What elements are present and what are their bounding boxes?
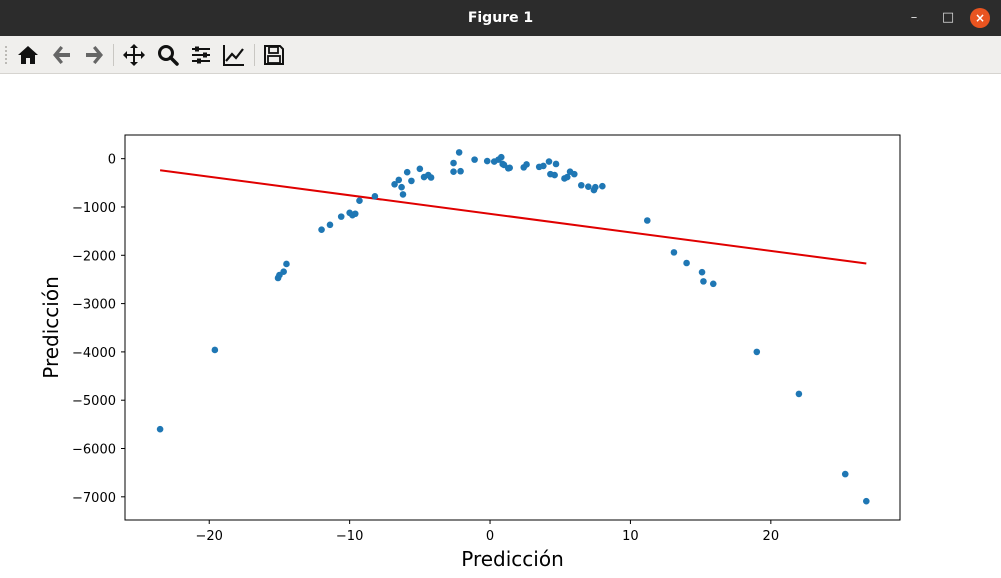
save-button[interactable] bbox=[260, 41, 288, 69]
data-point bbox=[280, 268, 287, 276]
toolbar-separator bbox=[254, 44, 255, 66]
data-point bbox=[457, 167, 464, 175]
data-point bbox=[841, 470, 849, 478]
minimize-button[interactable]: – bbox=[910, 10, 918, 25]
data-point bbox=[283, 260, 290, 268]
figure-canvas[interactable]: −20 −10 0 10 20 0 −1000 −2000 −3000 −4000 −5000 −6… bbox=[0, 74, 1001, 574]
data-point bbox=[351, 210, 359, 218]
y-tick-label: 0 bbox=[108, 153, 116, 168]
save-icon bbox=[264, 45, 284, 65]
data-point bbox=[795, 390, 803, 398]
x-tick-label: 10 bbox=[622, 529, 639, 544]
data-point bbox=[416, 165, 424, 173]
y-tick-label: −5000 bbox=[72, 394, 116, 409]
data-point bbox=[497, 153, 505, 161]
configure-subplots-button[interactable] bbox=[187, 41, 215, 69]
forward-button[interactable] bbox=[80, 41, 108, 69]
y-tick-label: −4000 bbox=[72, 346, 116, 361]
data-point bbox=[455, 149, 463, 156]
data-point bbox=[483, 157, 491, 165]
data-point bbox=[398, 183, 405, 191]
data-point bbox=[700, 278, 707, 285]
data-point bbox=[450, 168, 457, 176]
data-point bbox=[391, 180, 398, 188]
forward-icon bbox=[86, 46, 103, 64]
data-point bbox=[326, 221, 334, 229]
edit-axis-icon bbox=[223, 45, 244, 66]
close-button[interactable]: × bbox=[970, 8, 990, 28]
data-point bbox=[211, 346, 219, 354]
data-point bbox=[563, 173, 571, 181]
data-point bbox=[408, 177, 415, 185]
data-point bbox=[371, 193, 379, 200]
maximize-button[interactable]: □ bbox=[941, 10, 955, 25]
data-point bbox=[570, 170, 578, 178]
x-tick-label: −10 bbox=[336, 529, 363, 544]
configure-subplots-icon bbox=[192, 46, 210, 64]
fit-line bbox=[159, 169, 867, 265]
home-button[interactable] bbox=[14, 41, 42, 69]
data-point bbox=[506, 164, 513, 172]
edit-axis-button[interactable] bbox=[220, 41, 248, 69]
scatter-chart: −20 −10 0 10 20 0 −1000 −2000 −3000 −4000 −5000 −6… bbox=[39, 134, 901, 571]
x-axis-label: Predicción bbox=[461, 547, 564, 571]
x-axis: −20 −10 0 10 20 bbox=[196, 520, 780, 544]
navigation-toolbar bbox=[0, 36, 1001, 74]
pan-icon bbox=[123, 44, 145, 66]
data-point bbox=[585, 183, 592, 190]
y-tick-label: −2000 bbox=[72, 249, 116, 264]
data-layer bbox=[156, 149, 870, 505]
data-point bbox=[356, 197, 363, 204]
data-point bbox=[670, 249, 678, 256]
data-point bbox=[592, 183, 599, 191]
zoom-button[interactable] bbox=[154, 41, 182, 69]
data-point bbox=[709, 280, 717, 288]
back-button[interactable] bbox=[48, 41, 76, 69]
data-point bbox=[545, 158, 553, 165]
data-point bbox=[427, 174, 435, 181]
data-point bbox=[471, 156, 478, 163]
x-tick-label: 0 bbox=[486, 529, 494, 544]
data-point bbox=[156, 425, 164, 433]
y-tick-label: −7000 bbox=[72, 491, 116, 506]
y-axis: 0 −1000 −2000 −3000 −4000 −5000 −6000 −7000 bbox=[72, 153, 125, 506]
data-point bbox=[643, 217, 651, 224]
data-point bbox=[863, 497, 870, 505]
data-point bbox=[599, 182, 606, 190]
data-point bbox=[683, 259, 690, 267]
y-tick-label: −6000 bbox=[72, 443, 116, 458]
home-icon bbox=[18, 46, 38, 64]
window-title: Figure 1 bbox=[467, 10, 534, 26]
data-point bbox=[523, 161, 530, 168]
y-tick-label: −1000 bbox=[72, 201, 116, 216]
data-point bbox=[450, 159, 457, 167]
toolbar-grip[interactable] bbox=[4, 45, 8, 65]
data-point bbox=[552, 160, 560, 168]
data-point bbox=[753, 348, 761, 356]
y-axis-label: Predicción bbox=[39, 276, 63, 379]
x-tick-label: 20 bbox=[763, 529, 780, 544]
window-titlebar: Figure 1 – □ × bbox=[0, 0, 1001, 36]
y-tick-label: −3000 bbox=[72, 298, 116, 313]
data-point bbox=[399, 191, 407, 198]
back-icon bbox=[53, 46, 70, 64]
data-point bbox=[540, 162, 547, 170]
zoom-icon bbox=[158, 45, 179, 66]
x-tick-label: −20 bbox=[196, 529, 223, 544]
data-point bbox=[318, 226, 325, 233]
data-point bbox=[337, 213, 345, 220]
data-point bbox=[551, 171, 558, 179]
toolbar-separator bbox=[113, 44, 114, 66]
data-point bbox=[577, 181, 585, 189]
pan-button[interactable] bbox=[120, 41, 148, 69]
axes-frame bbox=[124, 134, 901, 521]
data-point bbox=[395, 176, 403, 184]
data-point bbox=[403, 168, 411, 176]
data-point bbox=[698, 268, 706, 276]
